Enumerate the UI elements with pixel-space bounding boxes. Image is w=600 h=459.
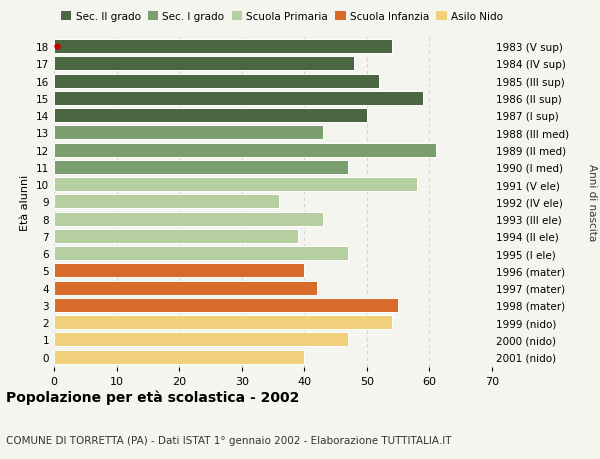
Bar [54, 350, 304, 364]
Bar [54, 40, 392, 54]
Bar [54, 333, 348, 347]
Bar [54, 264, 304, 278]
Text: Popolazione per età scolastica - 2002: Popolazione per età scolastica - 2002 [6, 389, 299, 404]
Text: Anni di nascita: Anni di nascita [587, 163, 597, 241]
Bar [54, 246, 348, 261]
Bar [54, 126, 323, 140]
Bar [54, 212, 323, 226]
Bar [54, 230, 298, 243]
Text: COMUNE DI TORRETTA (PA) - Dati ISTAT 1° gennaio 2002 - Elaborazione TUTTITALIA.I: COMUNE DI TORRETTA (PA) - Dati ISTAT 1° … [6, 435, 452, 445]
Bar [54, 298, 398, 312]
Bar [54, 161, 348, 174]
Bar [54, 178, 417, 192]
Bar [54, 92, 423, 106]
Y-axis label: Età alunni: Età alunni [20, 174, 31, 230]
Bar [54, 195, 279, 209]
Bar [54, 74, 379, 89]
Bar [54, 109, 367, 123]
Legend: Sec. II grado, Sec. I grado, Scuola Primaria, Scuola Infanzia, Asilo Nido: Sec. II grado, Sec. I grado, Scuola Prim… [61, 12, 503, 22]
Bar [54, 315, 392, 330]
Bar [54, 143, 436, 157]
Bar [54, 57, 355, 71]
Bar [54, 281, 317, 295]
